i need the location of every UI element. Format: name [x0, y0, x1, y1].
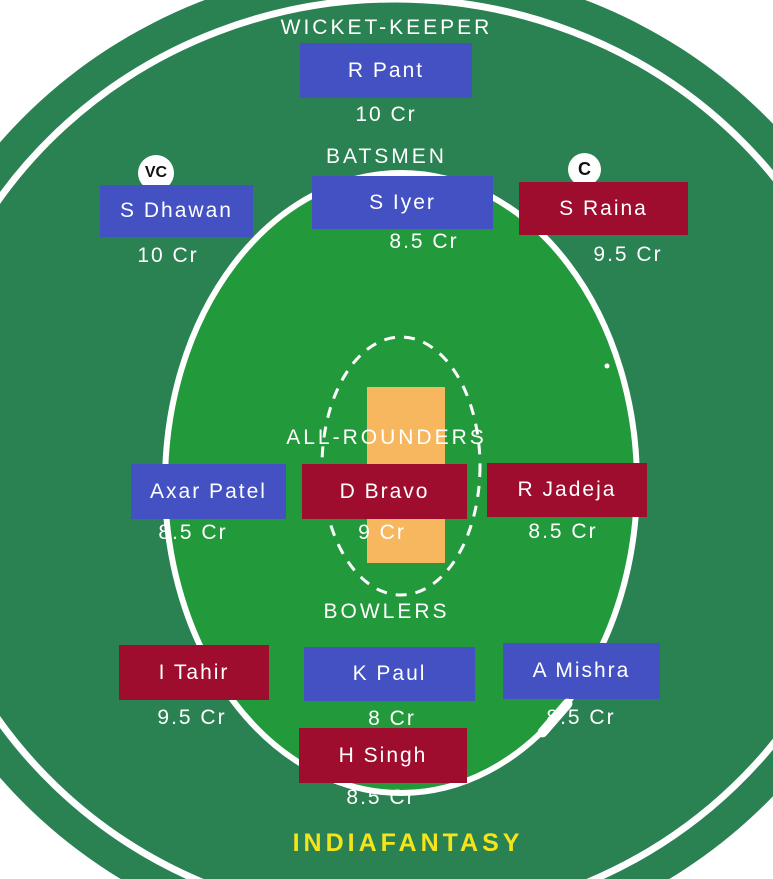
player-name: R Pant: [347, 58, 425, 82]
player-card-s-raina: S Raina: [519, 182, 688, 235]
player-card-s-iyer: S Iyer: [312, 176, 493, 229]
field-dot: [604, 363, 610, 369]
player-card-i-tahir: I Tahir: [119, 645, 269, 700]
player-card-k-paul: K Paul: [304, 647, 475, 701]
player-card-axar-patel: Axar Patel: [131, 464, 286, 519]
player-name: S Iyer: [369, 190, 436, 214]
player-price: 9.5 Cr: [593, 243, 663, 266]
player-price: 9.5 Cr: [157, 706, 227, 729]
player-card-a-mishra: A Mishra: [503, 643, 660, 699]
player-name: K Paul: [352, 662, 427, 685]
thirty-yard-dashed-circle: [320, 335, 482, 597]
player-price: 10 Cr: [355, 103, 417, 126]
section-label-wicket-keeper: WICKET-KEEPER: [280, 16, 493, 39]
player-price: 8.5 Cr: [158, 521, 228, 544]
player-price: 8.5 Cr: [346, 786, 416, 809]
player-card-r-pant: R Pant: [300, 43, 472, 98]
brand-logo: INDIAFANTASY: [292, 829, 524, 857]
player-name: S Raina: [559, 196, 648, 220]
player-name: Axar Patel: [150, 479, 267, 503]
player-price: 8 Cr: [368, 707, 416, 730]
captain-badge: C: [568, 153, 601, 186]
section-label-all-rounders: ALL-ROUNDERS: [286, 426, 487, 449]
player-price: 8.5 Cr: [389, 230, 459, 253]
player-name: H Singh: [338, 743, 428, 767]
player-name: I Tahir: [158, 660, 230, 684]
player-card-d-bravo: D Bravo: [302, 464, 467, 519]
player-name: S Dhawan: [120, 199, 233, 222]
player-name: D Bravo: [339, 479, 430, 503]
player-price: 8.5 Cr: [528, 520, 598, 543]
player-card-h-singh: H Singh: [299, 728, 467, 783]
player-card-s-dhawan: S Dhawan: [100, 185, 253, 237]
section-label-batsmen: BATSMEN: [326, 145, 447, 168]
player-price: 9 Cr: [358, 521, 406, 544]
player-name: A Mishra: [532, 659, 631, 682]
player-name: R Jadeja: [517, 478, 617, 501]
player-card-r-jadeja: R Jadeja: [487, 463, 647, 517]
player-price: 10 Cr: [137, 244, 199, 267]
section-label-bowlers: BOWLERS: [323, 600, 450, 623]
